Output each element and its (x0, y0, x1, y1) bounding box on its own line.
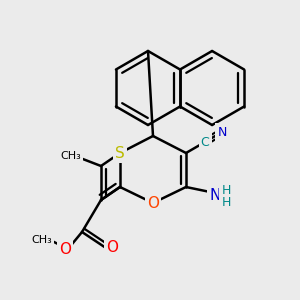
Text: O: O (106, 241, 118, 256)
Text: H: H (221, 184, 231, 196)
Text: C: C (201, 136, 209, 148)
Text: CH₃: CH₃ (61, 151, 81, 161)
Text: H: H (221, 196, 231, 209)
Text: S: S (115, 146, 125, 160)
Text: CH₃: CH₃ (32, 235, 52, 245)
Text: O: O (59, 242, 71, 256)
Text: N: N (209, 188, 221, 203)
Text: O: O (147, 196, 159, 211)
Text: N: N (217, 125, 227, 139)
